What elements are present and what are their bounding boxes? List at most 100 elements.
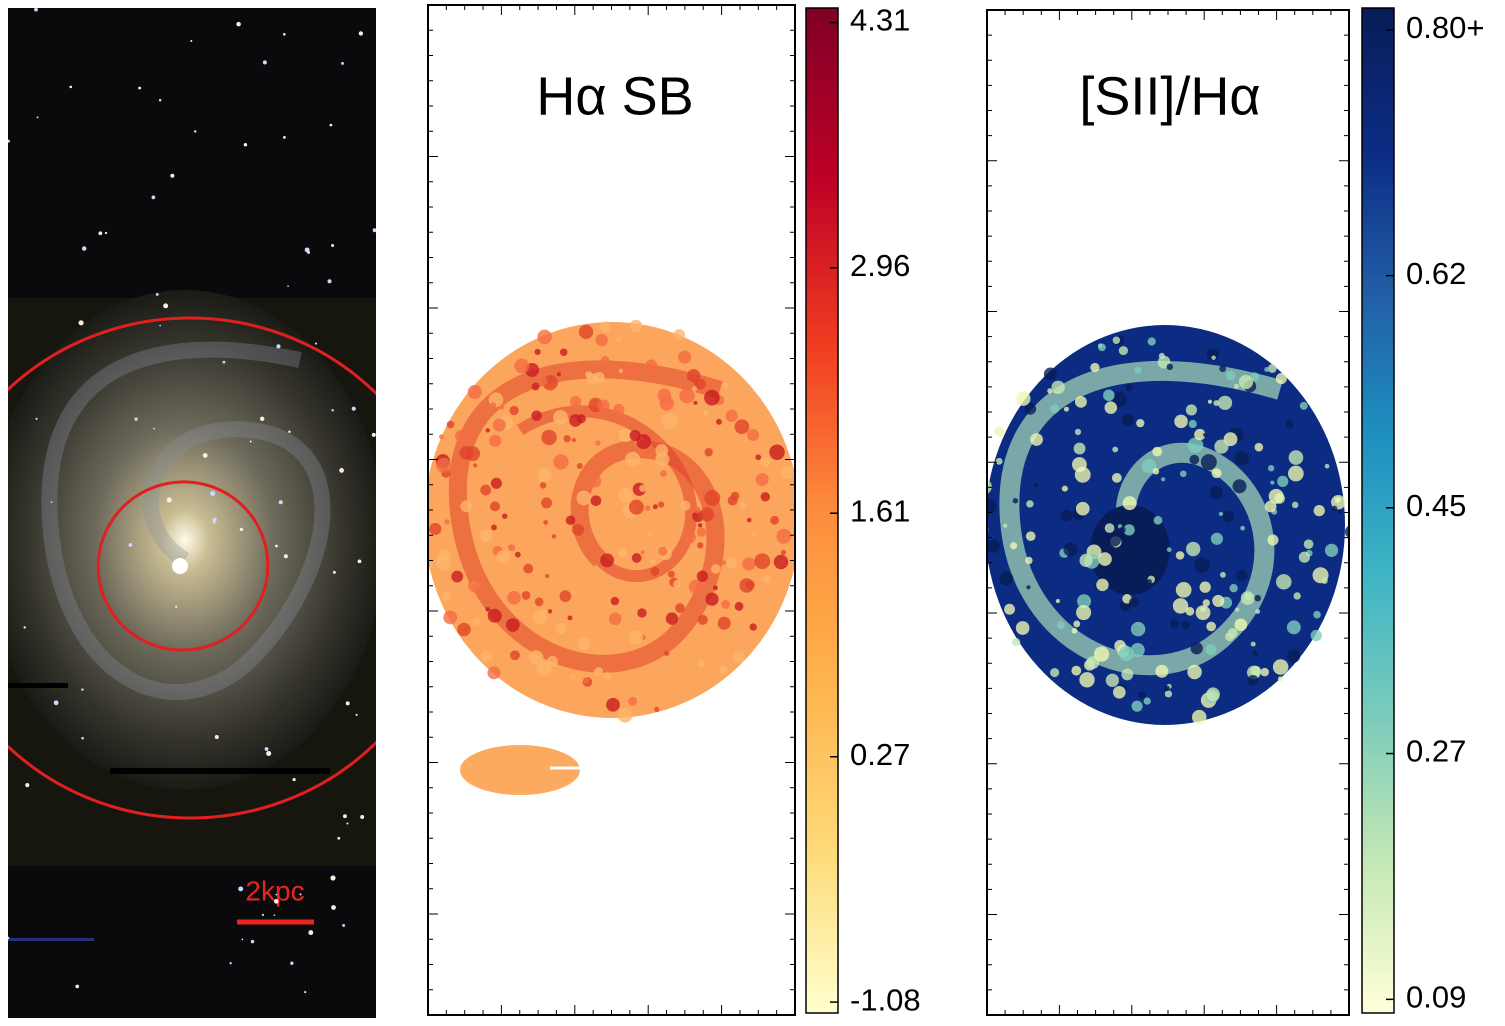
star [222,360,226,364]
star [190,40,193,43]
star [243,143,248,147]
spot [639,484,647,493]
spot [636,434,652,450]
star [330,875,336,881]
spot [693,506,701,514]
spot [538,376,548,386]
spot [696,570,709,582]
spot [1010,542,1018,550]
star [210,490,216,497]
spot [1240,591,1255,605]
spot [667,570,675,578]
spot [543,520,549,525]
spot [1213,400,1220,407]
spot [1267,364,1277,373]
spot [1105,673,1119,687]
spot [628,499,644,515]
spot [776,528,792,544]
spot [441,591,451,601]
spot [1074,428,1082,436]
star [282,32,286,36]
spot [1073,620,1081,628]
spot [712,585,718,591]
ha-map [428,319,795,795]
spot [629,319,643,333]
spot [688,579,704,594]
spot [559,590,572,603]
spot [1003,523,1008,528]
star [315,342,318,345]
spot [1098,552,1112,566]
spot [1076,604,1092,621]
spot [987,498,997,514]
spot [617,707,633,723]
spot [1170,619,1179,628]
star [138,86,142,90]
spot [595,440,601,446]
spot [675,603,685,613]
spot [1030,433,1043,446]
spot [1264,500,1277,513]
star [8,139,10,143]
spot [428,559,433,570]
spot [1277,475,1289,488]
star [170,173,175,178]
spot [645,359,658,372]
spot [553,454,569,470]
star [355,713,358,716]
spot [1218,511,1224,516]
spot [514,358,530,374]
spot [1112,336,1121,344]
spot [1098,343,1106,352]
spot [1050,404,1060,414]
star [98,231,103,236]
spot [1033,482,1039,488]
star [241,938,244,941]
spot [1130,643,1145,658]
star [250,939,255,944]
spot [1143,697,1151,705]
star [34,8,38,12]
spot [665,612,679,625]
spot [1313,504,1325,517]
spot [1079,672,1095,688]
spot [762,574,772,584]
star [332,570,336,574]
spot [436,457,452,473]
spot [1060,509,1073,522]
star [266,750,272,756]
spot [1118,645,1134,662]
spot [618,368,624,374]
spot [472,617,481,626]
spot [1163,685,1170,692]
spot [1194,557,1210,573]
spot [490,477,502,489]
spot [1212,594,1225,607]
spot [1219,365,1227,373]
spot [1079,553,1093,567]
spot [1111,472,1122,483]
star [81,736,84,740]
spot [1063,542,1078,557]
spot [1270,480,1275,485]
spot [1179,470,1187,478]
spot [541,497,553,509]
star [360,814,365,819]
spot [1015,391,1031,406]
spot [691,386,698,392]
star [327,279,332,284]
spot [565,515,576,526]
panel-title: [SII]/Hα [1079,66,1260,126]
spot [1227,628,1238,639]
star [331,244,335,247]
spot [742,557,756,571]
colorbar-tick-label: 0.62 [1406,256,1466,291]
spot [479,529,494,543]
star [346,822,349,825]
spot [1187,437,1204,454]
spot [1175,582,1192,598]
spot [1051,380,1065,395]
spot [467,385,482,400]
spot [1206,687,1220,702]
